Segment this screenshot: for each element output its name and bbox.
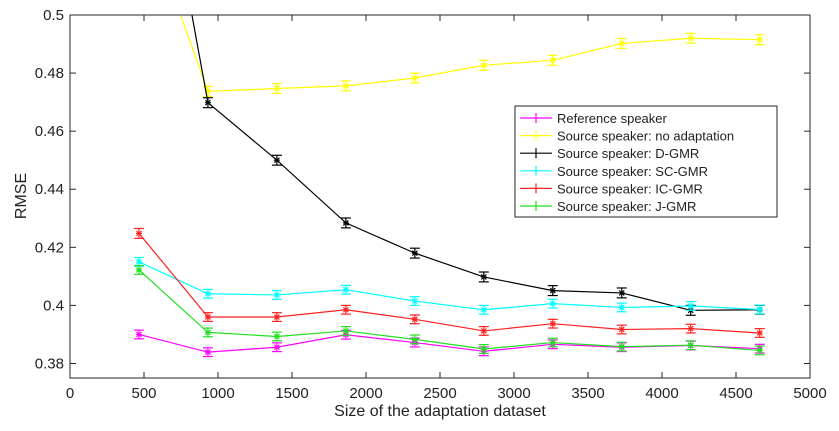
data-point (549, 339, 556, 346)
legend-item-2: Source speaker: D-GMR (520, 146, 699, 161)
x-tick-label: 1500 (275, 385, 308, 402)
data-point (135, 331, 142, 338)
x-tick-label: 0 (66, 385, 74, 402)
data-point (204, 314, 211, 320)
data-point (273, 85, 280, 92)
data-point (756, 36, 763, 43)
y-tick-label: 0.38 (35, 355, 64, 372)
x-tick-label: 4500 (719, 385, 752, 402)
data-point (135, 267, 142, 273)
series-line (138, 333, 760, 353)
data-point (342, 82, 349, 89)
data-point (618, 326, 625, 333)
y-tick-label: 0.48 (35, 65, 64, 82)
data-point (687, 342, 694, 349)
y-tick-label: 0.44 (35, 181, 64, 198)
data-point (618, 343, 625, 350)
data-point (273, 157, 280, 164)
data-point (204, 329, 211, 336)
legend: Reference speaker Source speaker: no adap… (514, 105, 778, 218)
series-5 (133, 265, 765, 356)
x-tick-label: 3500 (571, 385, 604, 402)
data-point (204, 290, 211, 297)
series-line (138, 232, 760, 334)
data-point (480, 328, 487, 334)
data-point (549, 300, 556, 307)
data-point (342, 286, 349, 293)
x-axis-label: Size of the adaptation dataset (334, 403, 546, 420)
legend-label: Source speaker: D-GMR (557, 146, 699, 161)
legend-item-4: Source speaker: IC-GMR (520, 181, 703, 196)
x-tick-label: 2000 (349, 385, 382, 402)
x-tick-label: 500 (131, 385, 156, 402)
series-line (138, 269, 760, 352)
data-point (411, 250, 418, 257)
data-point (549, 57, 556, 64)
series-4 (133, 227, 765, 338)
data-point (756, 306, 763, 313)
data-point (756, 347, 763, 354)
data-point (342, 306, 349, 313)
legend-item-5: Source speaker: J-GMR (520, 199, 696, 214)
data-point (687, 35, 694, 42)
data-point (549, 287, 556, 294)
series-line (191, 15, 760, 311)
series-3 (133, 256, 765, 315)
legend-label: Source speaker: IC-GMR (557, 181, 703, 196)
data-point (756, 330, 763, 336)
x-tick-label: 2500 (423, 385, 456, 402)
data-point (549, 320, 556, 327)
data-point (411, 336, 418, 343)
y-tick-label: 0.4 (43, 297, 64, 314)
y-axis-label: RMSE (13, 173, 30, 219)
y-tick-label: 0.42 (35, 239, 64, 256)
axis-ticks-group: 0 500 1000 1500 2000 2500 3000 3500 4000 4500 5000… (35, 7, 827, 402)
data-point (480, 346, 487, 352)
legend-label: Source speaker: SC-GMR (557, 164, 708, 179)
data-point (618, 289, 625, 296)
data-point (273, 314, 280, 320)
series-line (179, 15, 760, 92)
x-tick-label: 1000 (201, 385, 234, 402)
series-2 (191, 15, 765, 316)
data-point (135, 258, 142, 265)
data-point (687, 303, 694, 309)
data-point (480, 306, 487, 313)
y-tick-label: 0.5 (43, 7, 64, 24)
legend-item-1: Source speaker: no adaptation (520, 129, 734, 144)
data-point (411, 316, 418, 323)
data-point (273, 333, 280, 340)
data-point (342, 220, 349, 226)
data-point (411, 75, 418, 81)
data-point (273, 292, 280, 298)
plot-series-group (133, 15, 765, 358)
legend-box (514, 105, 778, 218)
data-point (273, 344, 280, 351)
data-point (411, 298, 418, 304)
legend-label: Source speaker: J-GMR (557, 199, 696, 214)
x-tick-label: 5000 (793, 385, 826, 402)
data-point (618, 304, 625, 311)
data-point (135, 230, 142, 237)
legend-item-0: Reference speaker (520, 111, 668, 126)
y-tick-label: 0.46 (35, 123, 64, 140)
series-1 (179, 15, 765, 97)
legend-label: Source speaker: no adaptation (557, 129, 734, 144)
x-tick-label: 4000 (645, 385, 678, 402)
data-point (204, 349, 211, 356)
data-point (480, 62, 487, 69)
data-point (480, 274, 487, 280)
series-line (138, 261, 760, 311)
data-point (687, 325, 694, 332)
data-point (342, 328, 349, 334)
data-point (618, 40, 625, 47)
legend-label: Reference speaker (557, 111, 668, 126)
legend-item-3: Source speaker: SC-GMR (520, 164, 708, 179)
x-tick-label: 3000 (497, 385, 530, 402)
data-point (204, 99, 211, 106)
